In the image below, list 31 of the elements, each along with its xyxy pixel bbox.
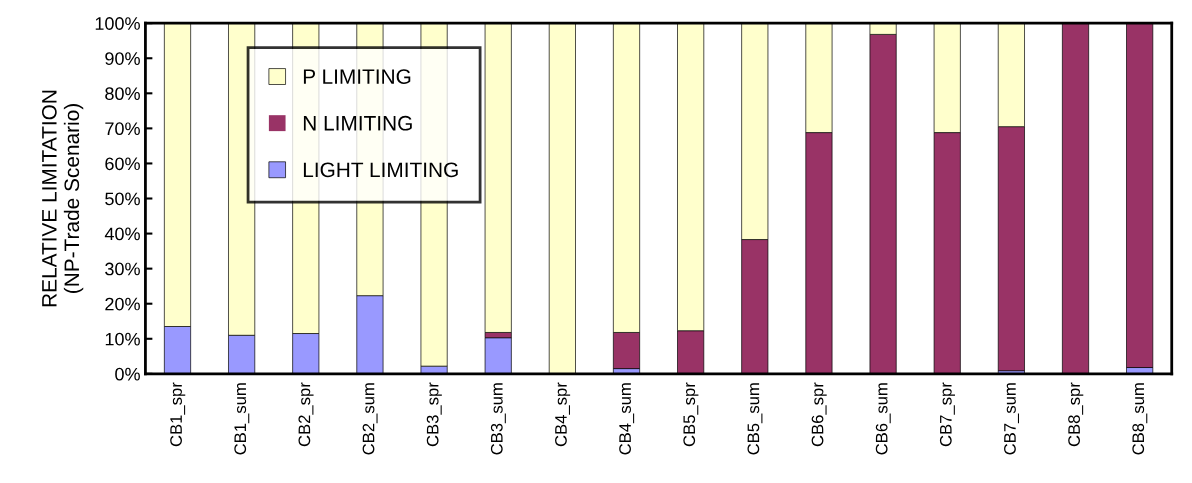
- legend-label: P LIMITING: [303, 69, 411, 84]
- x-tick-label: CB6_spr: [811, 382, 827, 447]
- legend-label: N LIMITING: [303, 115, 412, 131]
- y-tick-label: 90%: [105, 52, 140, 65]
- x-tick-label: CB1_sum: [234, 383, 250, 455]
- x-tick-label: CB2_sum: [362, 383, 378, 455]
- x-tick-label: CB1_spr: [170, 382, 186, 447]
- legend-label: LIGHT LIMITING: [303, 162, 458, 178]
- y-tick-label: 60%: [105, 157, 140, 171]
- y-tick-label: 80%: [105, 87, 140, 101]
- x-tick-label: CB4_spr: [555, 382, 571, 447]
- x-tick-label: CB7_spr: [939, 382, 955, 447]
- x-tick-label: CB4_sum: [619, 383, 635, 455]
- x-tick-label: CB6_sum: [875, 383, 891, 455]
- y-axis-title: RELATIVE LIMITATION (NP-Trade Scenario): [41, 90, 84, 307]
- y-tick-label: 20%: [105, 297, 140, 311]
- x-tick-label: CB3_sum: [490, 383, 506, 455]
- x-tick-label: CB8_spr: [1068, 382, 1084, 447]
- y-tick-label: 100%: [95, 17, 140, 30]
- x-tick-label: CB3_spr: [426, 382, 442, 447]
- x-tick-label: CB8_sum: [1132, 383, 1148, 455]
- x-tick-label: CB5_spr: [683, 382, 699, 447]
- x-tick-label: CB2_spr: [298, 382, 314, 447]
- x-tick-label: CB7_sum: [1004, 383, 1019, 455]
- y-tick-label: 50%: [105, 192, 140, 206]
- y-tick-label: 10%: [105, 332, 140, 346]
- y-tick-label: 70%: [105, 122, 140, 136]
- x-tick-label: CB5_sum: [747, 383, 763, 455]
- y-tick-label: 40%: [104, 227, 140, 241]
- y-tick-label: 30%: [105, 262, 140, 276]
- y-tick-label: 0%: [115, 367, 140, 381]
